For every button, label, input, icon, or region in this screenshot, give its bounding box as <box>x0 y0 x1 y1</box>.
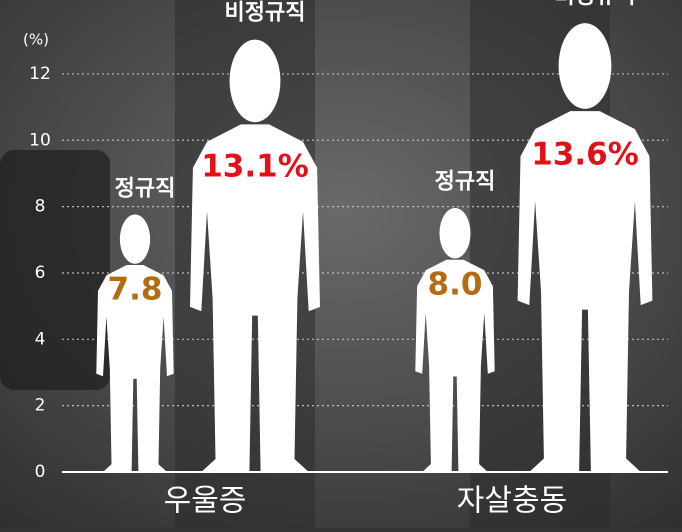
y-tick-label: 12 <box>29 64 51 84</box>
y-tick-label: 10 <box>29 130 51 150</box>
value-label: 7.8 <box>108 271 163 307</box>
x-tick-label: 자살충동 <box>457 484 567 519</box>
value-label: 8.0 <box>428 267 483 303</box>
y-tick-label: 8 <box>35 197 46 217</box>
person-figure <box>96 214 174 472</box>
series-label: 비정규직 <box>225 0 306 25</box>
figure-body <box>517 111 653 472</box>
y-tick-label: 4 <box>35 329 46 349</box>
person-figure <box>190 39 320 473</box>
y-tick-label: 2 <box>35 396 46 416</box>
figure-head <box>229 39 281 123</box>
figure-body <box>96 265 174 472</box>
figure-body <box>415 259 495 472</box>
series-label: 정규직 <box>115 176 176 201</box>
y-tick-label: 6 <box>35 263 46 283</box>
value-label: 13.6% <box>531 137 639 173</box>
series-label: 정규직 <box>435 170 496 195</box>
figure-head <box>558 23 612 109</box>
y-tick-label: 0 <box>35 462 46 482</box>
background-bag <box>0 150 110 390</box>
person-figure <box>415 207 495 472</box>
series-label: 비정규직 <box>555 0 636 9</box>
x-tick-label: 우울증 <box>164 484 247 519</box>
figure-body <box>190 124 320 473</box>
figure-head <box>439 207 471 259</box>
value-label: 13.1% <box>201 148 309 184</box>
y-axis-label: (%) <box>23 31 49 49</box>
figure-head <box>119 214 151 264</box>
person-figure <box>517 23 653 472</box>
